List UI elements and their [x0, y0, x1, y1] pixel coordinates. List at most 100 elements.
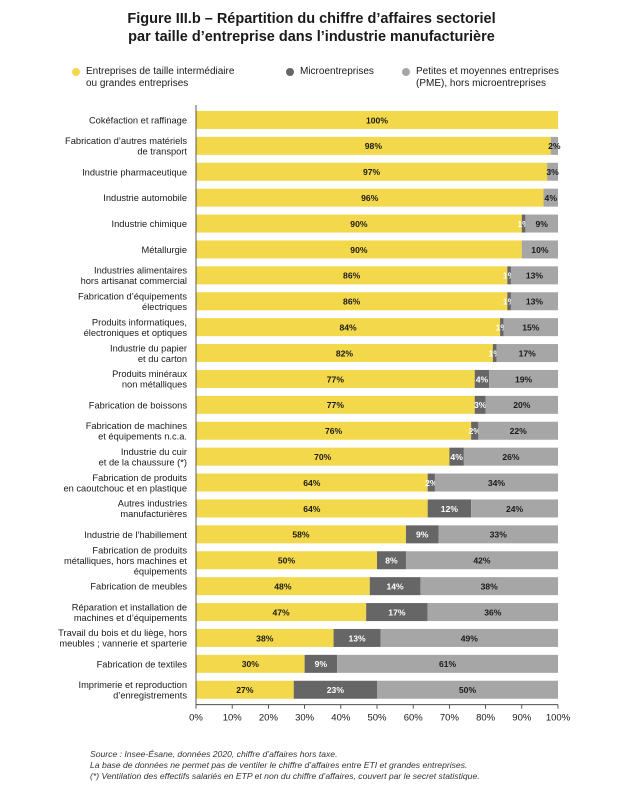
category-label-2-line-1: Industrie pharmaceutique [82, 167, 187, 177]
bar-eti_ge-10 [196, 369, 475, 388]
category-label-9-line-2: et du carton [138, 354, 187, 364]
data-label-pme-5: 10% [531, 245, 549, 255]
bar-micro-21 [304, 654, 338, 673]
legend-label-micro: Microentreprises [300, 66, 374, 77]
data-label-eti_ge-12: 76% [325, 426, 343, 436]
bar-eti_ge-22 [196, 680, 294, 699]
bar-micro-20 [333, 628, 381, 647]
data-label-pme-7: 13% [526, 297, 544, 307]
data-label-pme-14: 34% [488, 478, 506, 488]
data-label-micro-7: 1% [503, 297, 516, 307]
data-label-pme-21: 61% [439, 659, 457, 669]
data-label-pme-11: 20% [513, 400, 531, 410]
bar-micro-6 [507, 266, 511, 285]
category-label-20-line-1: Travail du bois et du liège, hors [58, 628, 187, 638]
x-tick-label-9: 90% [512, 713, 532, 724]
data-label-pme-3: 4% [545, 193, 558, 203]
bar-pme-5 [521, 240, 558, 259]
category-label-21-line-1: Fabrication de textiles [97, 659, 188, 669]
category-label-19-line-2: machines et d’équipements [74, 613, 188, 623]
data-label-pme-17: 42% [473, 556, 491, 566]
bar-pme-1 [550, 136, 558, 155]
data-label-pme-4: 9% [535, 219, 548, 229]
bar-eti_ge-7 [196, 292, 508, 311]
data-label-eti_ge-14: 64% [303, 478, 321, 488]
data-label-micro-8: 1% [496, 322, 509, 332]
bar-micro-12 [471, 421, 479, 440]
data-label-pme-20: 49% [461, 633, 479, 643]
bar-micro-8 [500, 318, 504, 337]
bar-pme-12 [478, 421, 558, 440]
category-label-9-line-1: Industrie du papier [110, 343, 187, 353]
bar-pme-6 [510, 266, 558, 285]
category-label-7-line-2: électriques [142, 302, 187, 312]
data-label-eti_ge-2: 97% [363, 167, 381, 177]
bar-eti_ge-13 [196, 447, 450, 466]
stacked-bar-chart: Cokéfaction et raffinage 100% Fabrication … [58, 105, 571, 724]
category-label-4-line-1: Industrie chimique [112, 219, 187, 229]
data-label-eti_ge-21: 30% [242, 659, 260, 669]
bar-eti_ge-17 [196, 551, 377, 570]
bar-micro-15 [427, 499, 472, 518]
bar-micro-18 [369, 577, 421, 596]
bar-pme-2 [547, 162, 558, 181]
data-label-pme-12: 22% [510, 426, 528, 436]
x-tick-label-2: 20% [259, 713, 279, 724]
data-label-pme-8: 15% [522, 322, 540, 332]
bar-eti_ge-20 [196, 628, 334, 647]
bar-eti_ge-4 [196, 214, 522, 233]
bar-pme-8 [503, 318, 558, 337]
category-label-7-line-1: Fabrication d’équipements [78, 292, 187, 302]
data-label-micro-21: 9% [315, 659, 328, 669]
data-label-micro-22: 23% [327, 685, 345, 695]
bar-eti_ge-2 [196, 162, 548, 181]
data-label-micro-9: 1% [488, 348, 501, 358]
bar-eti_ge-14 [196, 473, 428, 492]
data-label-eti_ge-9: 82% [336, 348, 354, 358]
source-line-1: Source : Insee-Ésane, données 2020, chif… [90, 749, 338, 759]
x-tick-label-5: 50% [367, 713, 387, 724]
category-label-17-line-2: métalliques, hors machines et [64, 556, 187, 566]
data-label-eti_ge-7: 86% [343, 297, 361, 307]
category-label-3-line-1: Industrie automobile [103, 193, 187, 203]
x-tick-label-4: 40% [331, 713, 351, 724]
data-label-pme-13: 26% [502, 452, 520, 462]
category-label-20-line-2: meubles ; vannerie et sparterie [59, 639, 187, 649]
chart-legend: Entreprises de taille intermédiaire ou g… [0, 66, 623, 96]
bar-micro-19 [366, 603, 428, 622]
data-label-eti_ge-0: 100% [366, 115, 388, 125]
legend-swatch-eti [72, 68, 80, 76]
category-label-16-line-1: Industrie de l’habillement [84, 530, 187, 540]
data-label-eti_ge-11: 77% [327, 400, 345, 410]
bar-micro-9 [492, 344, 497, 363]
x-tick-label-8: 80% [476, 713, 496, 724]
bar-eti_ge-18 [196, 577, 370, 596]
category-label-22-line-2: d’enregistrements [113, 691, 187, 701]
bar-eti_ge-1 [196, 136, 551, 155]
data-label-micro-13: 4% [450, 452, 463, 462]
bar-micro-13 [449, 447, 464, 466]
category-label-14-line-1: Fabrication de produits [92, 473, 187, 483]
bar-pme-3 [543, 188, 558, 207]
bar-pme-19 [427, 603, 558, 622]
category-label-14-line-2: en caoutchouc et en plastique [63, 483, 187, 493]
chart-source-notes: Source : Insee-Ésane, données 2020, chif… [90, 749, 610, 782]
category-label-8-line-1: Produits informatiques, [92, 317, 187, 327]
category-label-18-line-1: Fabrication de meubles [90, 582, 187, 592]
chart-title-line-2: par taille d’entreprise dans l’industrie… [128, 29, 495, 45]
bar-micro-17 [377, 551, 406, 570]
data-label-eti_ge-22: 27% [236, 685, 254, 695]
data-label-eti_ge-10: 77% [327, 374, 345, 384]
x-tick-label-7: 70% [440, 713, 460, 724]
category-label-13-line-1: Industrie du cuir [121, 447, 187, 457]
data-label-pme-9: 17% [519, 348, 537, 358]
data-label-pme-22: 50% [459, 685, 477, 695]
category-label-12-line-1: Fabrication de machines [86, 421, 188, 431]
bar-pme-4 [525, 214, 558, 233]
data-label-eti_ge-15: 64% [303, 504, 321, 514]
legend-label-pme-line-2: (PME), hors microentreprises [416, 78, 547, 89]
bar-micro-22 [293, 680, 377, 699]
data-label-micro-12: 2% [469, 426, 482, 436]
category-label-5-line-1: Métallurgie [142, 245, 187, 255]
legend-label-eti-line-2: ou grandes entreprises [86, 78, 189, 89]
